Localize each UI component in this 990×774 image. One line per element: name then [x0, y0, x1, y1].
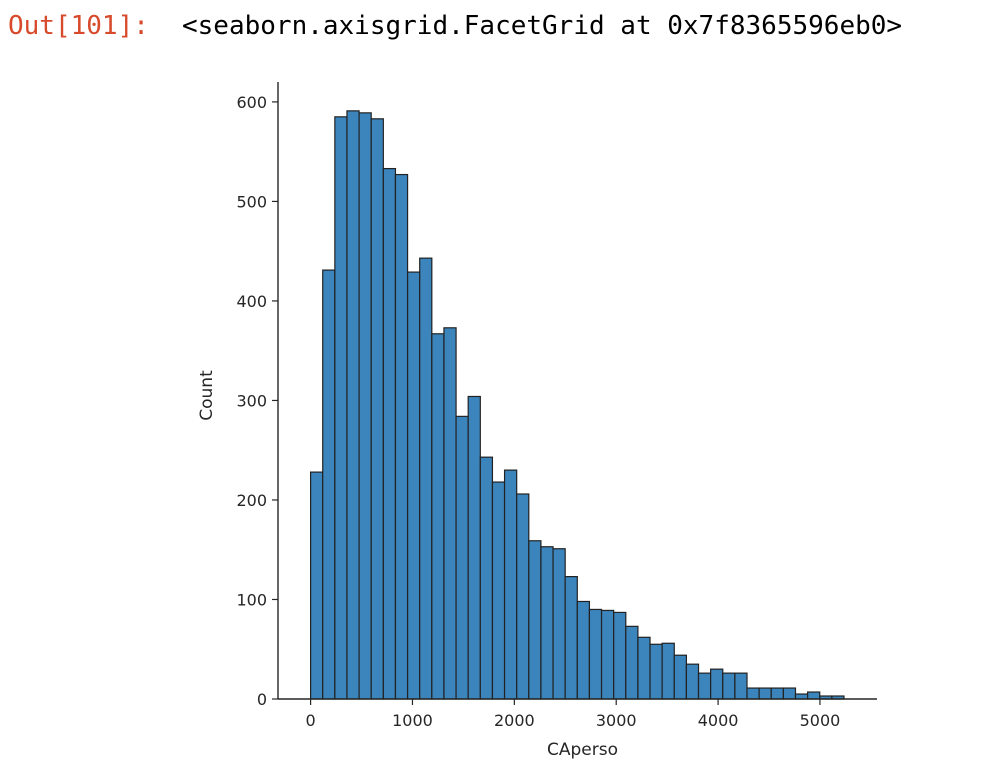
histogram-bar — [807, 691, 821, 700]
histogram-bar — [516, 493, 530, 700]
chart-axes — [277, 82, 877, 700]
histogram-bar — [346, 110, 360, 700]
chart-ticks: 0 1000 2000 3000 4000 5000 0 100 200 300 400 500 600 — [236, 93, 840, 730]
y-axis-label: Count — [197, 370, 217, 421]
histogram-bar — [588, 608, 603, 700]
histogram-bar — [710, 668, 724, 700]
y-tick-label: 500 — [236, 192, 267, 211]
histogram-bar — [661, 642, 675, 700]
histogram-bar — [576, 600, 591, 700]
histogram-bar — [625, 625, 639, 700]
histogram-bar — [649, 643, 663, 700]
histogram-bar — [734, 672, 748, 700]
histogram-bar — [322, 269, 336, 700]
histogram-bar — [443, 327, 457, 700]
histogram-bar — [479, 456, 494, 700]
histogram-bar — [358, 112, 372, 700]
histogram-bar — [309, 471, 324, 700]
histogram-bar — [794, 693, 809, 700]
histogram-bar — [564, 575, 578, 700]
histogram-bar — [770, 687, 784, 700]
y-tick-label: 400 — [236, 292, 267, 311]
histogram-bar — [782, 687, 797, 700]
histogram-bar — [540, 546, 554, 700]
histogram-bar — [394, 173, 409, 700]
histogram-bar — [673, 654, 687, 700]
output-repr-text: <seaborn.axisgrid.FacetGrid at 0x7f83655… — [182, 11, 903, 41]
histogram-bar — [382, 167, 397, 700]
histogram-bar — [503, 469, 518, 700]
histogram-bar — [467, 395, 481, 700]
histogram-bar — [697, 672, 712, 700]
histogram-bar — [552, 548, 566, 700]
y-tick-label: 200 — [236, 491, 267, 510]
histogram-bar — [637, 636, 651, 700]
x-tick-label: 1000 — [392, 711, 433, 730]
histogram-bar — [406, 271, 421, 700]
x-tick-label: 4000 — [698, 711, 739, 730]
y-tick-label: 600 — [236, 93, 267, 112]
y-tick-label: 300 — [236, 391, 267, 410]
histogram-bars — [309, 110, 845, 700]
y-tick-label: 100 — [236, 590, 267, 609]
histogram-bar — [370, 118, 384, 700]
x-tick-label: 3000 — [596, 711, 637, 730]
x-axis-label: CAperso — [547, 740, 618, 760]
output-prompt: Out[101]: — [8, 11, 149, 41]
cell-output-row: Out[101]: <seaborn.axisgrid.FacetGrid at… — [8, 6, 902, 46]
histogram-bar — [722, 672, 736, 700]
x-tick-label: 0 — [306, 711, 316, 730]
x-tick-label: 5000 — [800, 711, 841, 730]
histogram-bar — [455, 415, 469, 700]
y-tick-label: 0 — [257, 690, 267, 709]
histogram-bar — [334, 116, 348, 700]
histogram-bar — [600, 609, 615, 700]
histogram-bar — [419, 257, 433, 700]
x-tick-label: 2000 — [494, 711, 535, 730]
histogram-bar — [758, 687, 772, 700]
histogram-bar — [685, 663, 700, 700]
histogram-bar — [746, 687, 760, 700]
histogram-bar — [431, 333, 445, 700]
histogram-bar — [613, 611, 627, 700]
histogram-bar — [491, 481, 506, 700]
histogram-bar — [528, 540, 542, 700]
